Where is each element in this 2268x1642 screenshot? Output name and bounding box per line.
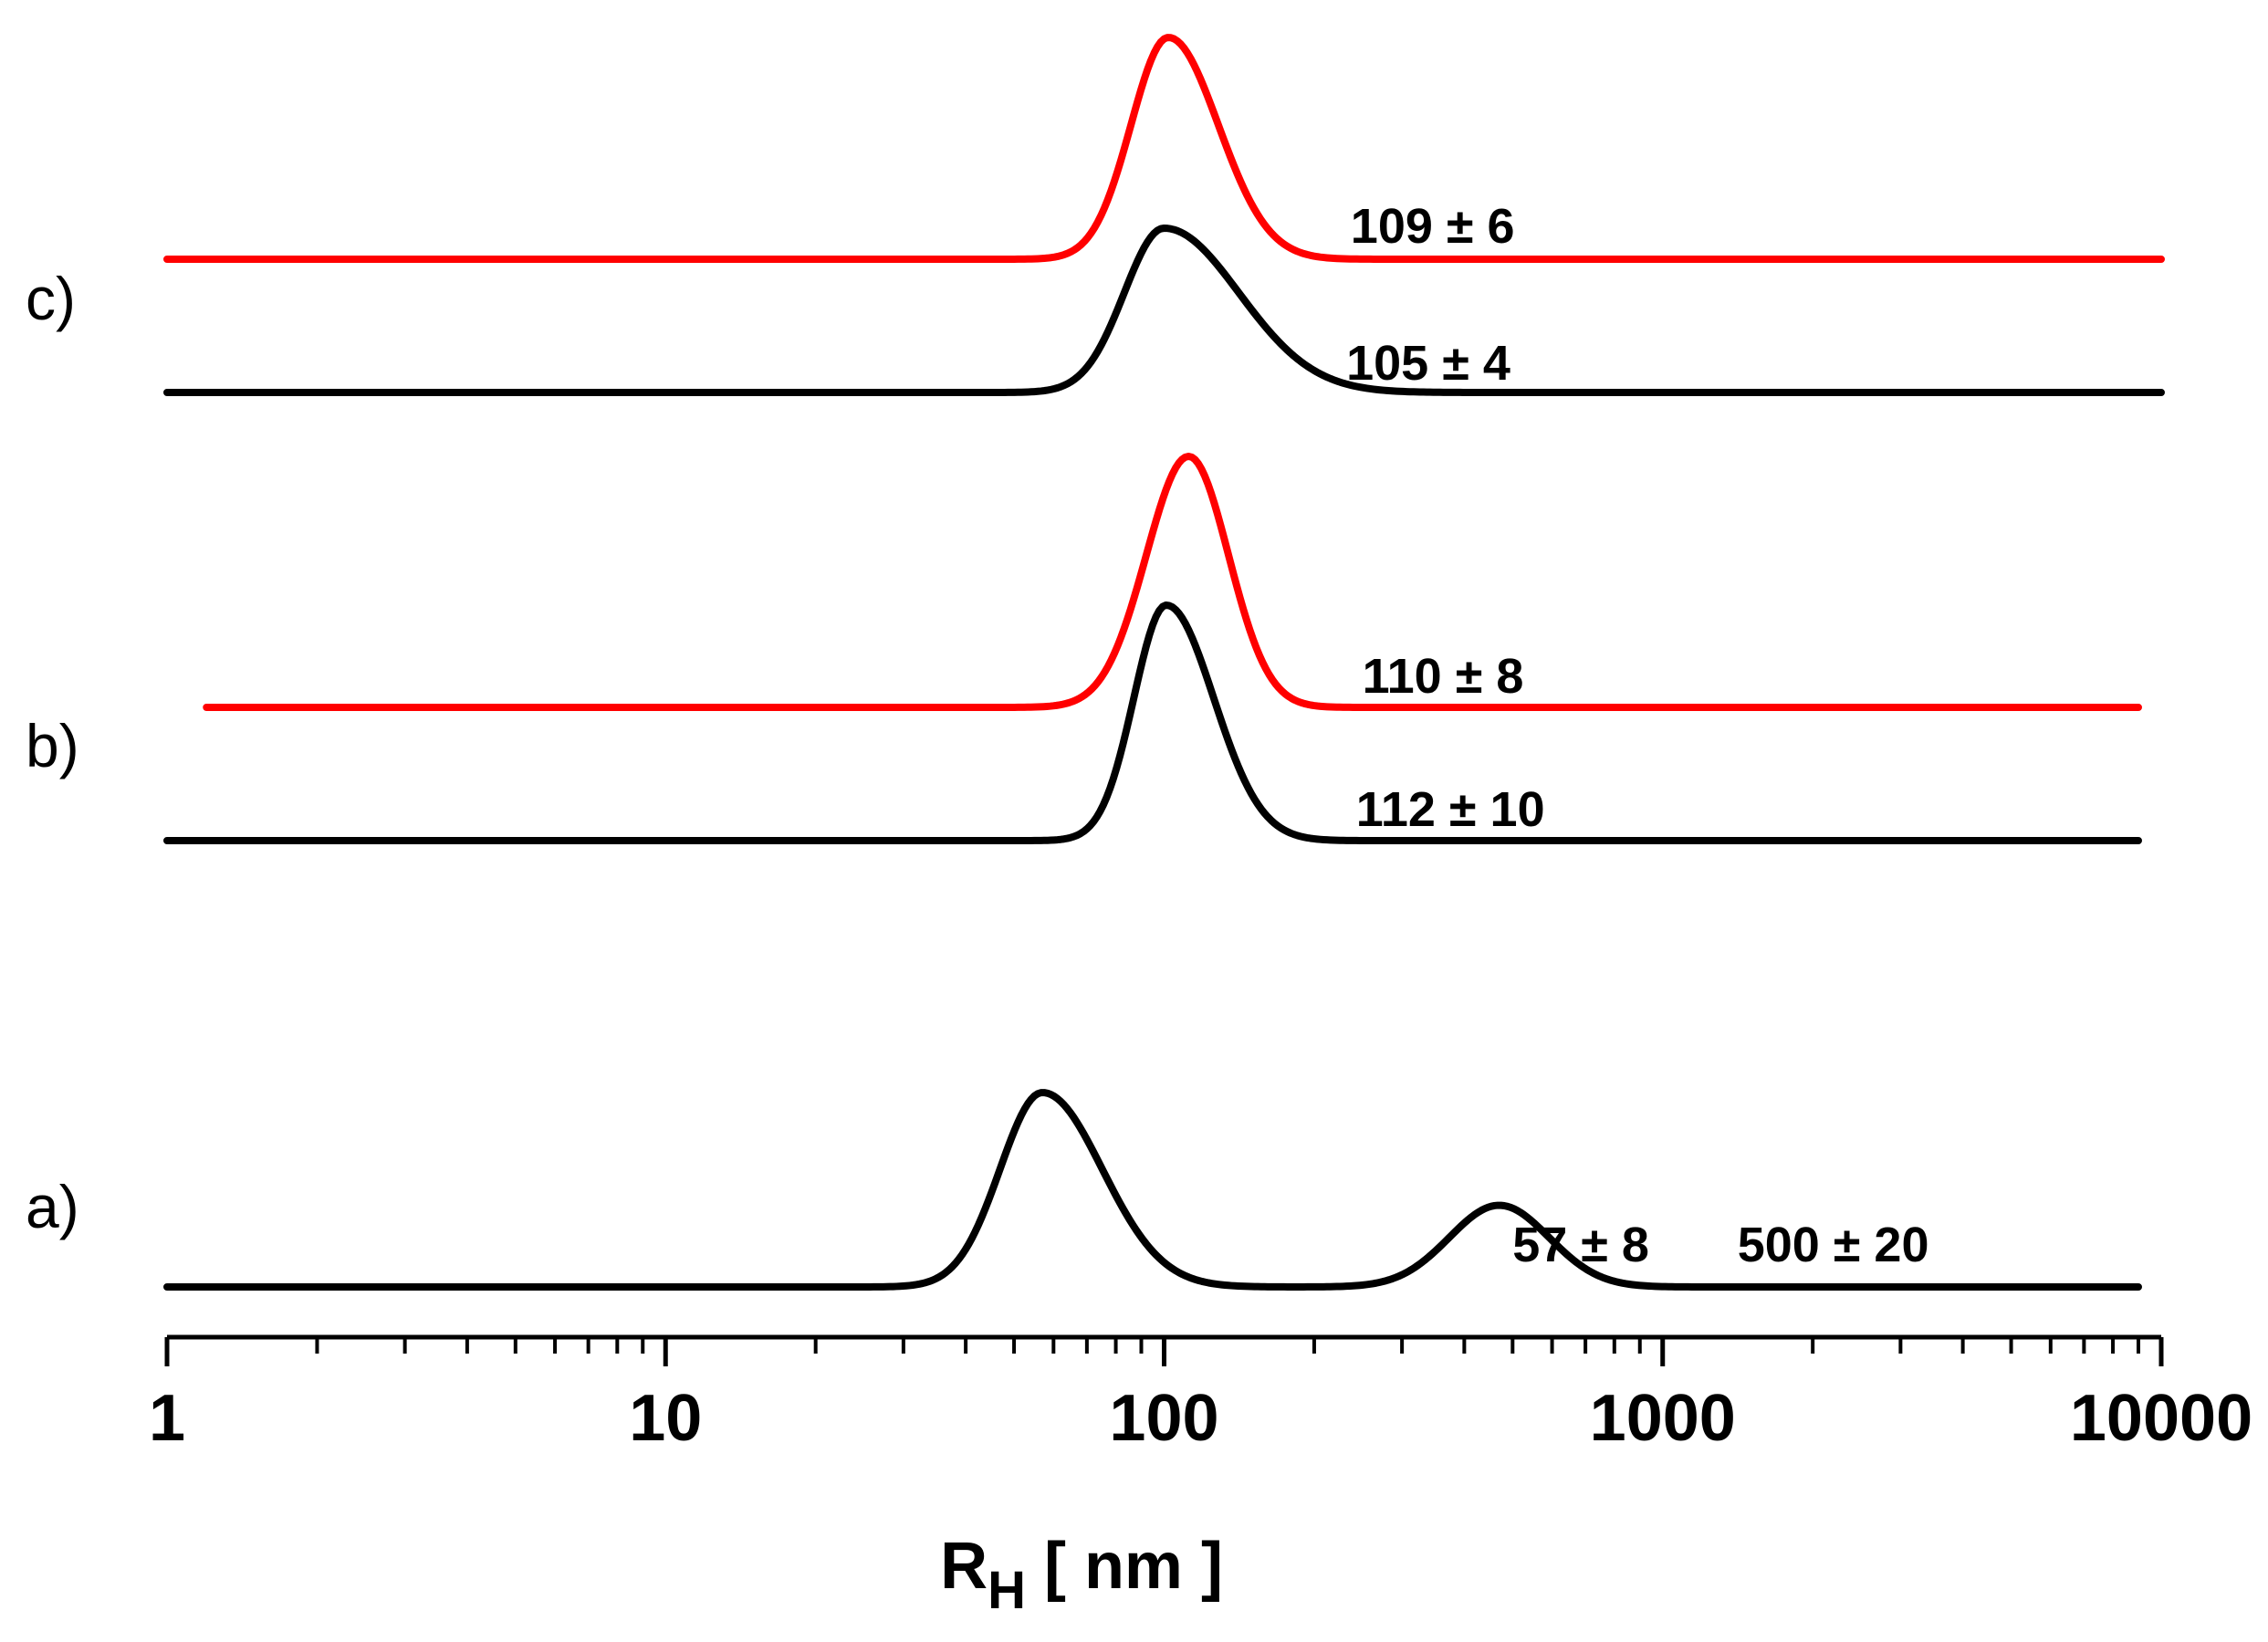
series-line [163,34,2165,263]
series-line [163,225,2165,396]
panel-label: a) [26,1173,79,1240]
x-axis-tick-labels: 1 10 100 1000 10000 [149,1382,2252,1455]
peak-annotation: 57 ± 8 [1512,1218,1649,1272]
peak-annotation: 112 ± 10 [1356,782,1545,837]
x-tick-label: 1000 [1590,1382,1736,1455]
x-axis: 1 10 100 1000 10000 RH [ nm ] [149,1334,2252,1620]
panel-label: c) [26,265,76,332]
peak-annotation: 109 ± 6 [1351,199,1515,254]
peak-annotation: 105 ± 4 [1346,336,1510,391]
x-axis-title: RH [ nm ] [940,1530,1223,1620]
series-line [203,453,2142,711]
panel-label: b) [26,712,79,779]
distribution-curves [163,34,2165,1291]
x-tick-label: 100 [1109,1382,1218,1455]
panel-labels: a) b) c) [26,265,79,1240]
peak-annotation: 110 ± 8 [1363,649,1524,704]
peak-annotation: 500 ± 20 [1738,1218,1929,1272]
peak-annotations: 57 ± 8 500 ± 20 112 ± 10 110 ± 8 105 ± 4 109 … [1346,199,1928,1272]
x-axis-ticks [164,1337,2164,1366]
x-tick-label: 10 [629,1382,702,1455]
series-line [163,601,2142,844]
x-tick-label: 1 [149,1382,185,1455]
series-line [163,1089,2142,1291]
x-tick-label: 10000 [2070,1382,2252,1455]
